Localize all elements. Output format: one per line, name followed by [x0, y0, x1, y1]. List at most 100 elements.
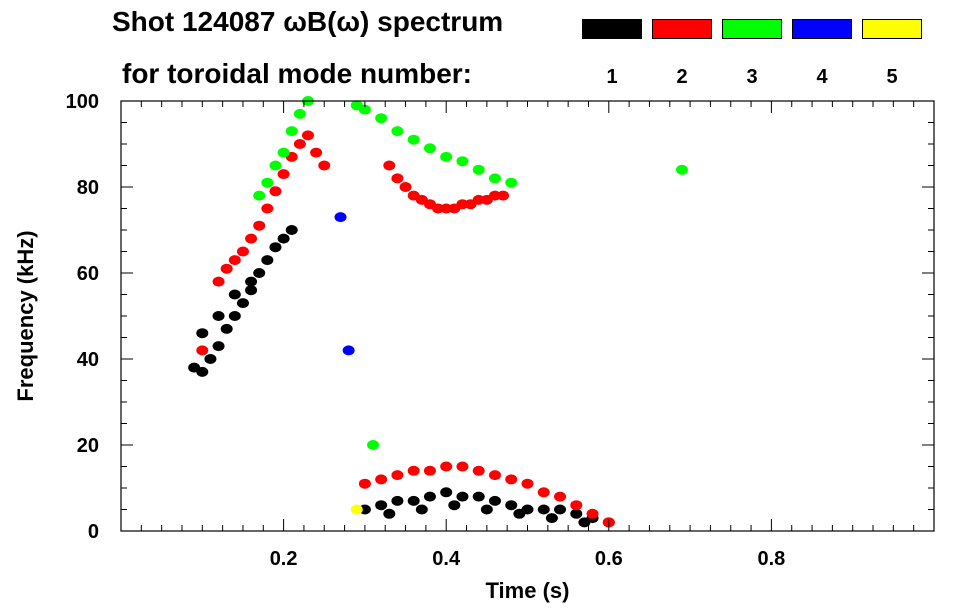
spectrum-point-mode-2 [196, 345, 209, 356]
spectrogram-marks [188, 96, 688, 528]
legend-swatch-mode-1 [582, 19, 642, 39]
spectrum-point-mode-2 [407, 465, 420, 476]
spectrum-point-mode-1 [448, 500, 461, 511]
chart-title: Shot 124087 ωB(ω) spectrum [112, 6, 504, 37]
spectrum-point-mode-3 [440, 151, 453, 162]
spectrum-point-mode-2 [423, 465, 436, 476]
legend-swatch-mode-4 [792, 19, 852, 39]
spectrum-point-mode-3 [505, 177, 518, 188]
spectrum-point-mode-3 [391, 126, 404, 137]
spectrum-point-mode-2 [269, 186, 282, 197]
spectrum-point-mode-2 [245, 233, 258, 244]
spectrum-point-mode-1 [423, 491, 436, 502]
spectrum-point-mode-1 [415, 504, 428, 515]
y-axis-label: Frequency (kHz) [13, 230, 38, 401]
spectrum-point-mode-3 [375, 113, 388, 124]
spectrum-point-mode-1 [383, 508, 396, 519]
spectrum-point-mode-2 [440, 461, 453, 472]
spectrum-point-mode-1 [440, 487, 453, 498]
spectrum-point-mode-1 [488, 495, 501, 506]
spectrum-point-mode-1 [472, 491, 485, 502]
spectrum-point-mode-2 [261, 203, 274, 214]
spectrum-point-mode-1 [545, 513, 558, 524]
spectrum-point-mode-3 [367, 440, 380, 450]
spectrum-point-mode-1 [480, 504, 493, 515]
spectrum-point-mode-1 [212, 341, 225, 352]
y-tick-label: 0 [88, 521, 99, 543]
spectrum-point-mode-2 [399, 182, 412, 192]
spectrum-point-mode-1 [228, 311, 241, 321]
y-tick-label: 60 [77, 263, 99, 285]
spectrum-point-mode-3 [285, 126, 298, 137]
spectrum-point-mode-1 [537, 504, 550, 515]
spectrum-point-mode-2 [391, 173, 404, 184]
spectrum-point-mode-1 [261, 255, 274, 266]
spectrum-point-mode-1 [513, 508, 526, 519]
spectrum-point-mode-3 [472, 164, 485, 175]
spectrum-point-mode-3 [261, 177, 274, 188]
spectrum-point-mode-2 [521, 478, 534, 489]
spectrum-point-mode-2 [537, 487, 550, 498]
spectrum-point-mode-1 [554, 504, 567, 515]
spectrum-point-mode-2 [570, 500, 583, 511]
y-tick-label: 100 [66, 91, 99, 113]
spectrum-point-mode-2 [488, 470, 501, 481]
spectrum-point-mode-2 [497, 190, 510, 201]
y-tick-label: 80 [77, 177, 99, 199]
spectrum-point-mode-3 [456, 156, 469, 167]
spectrum-point-mode-2 [554, 491, 567, 502]
spectrum-point-mode-1 [212, 311, 225, 321]
axis-ticks: 0 20 40 60 80 100 0.2 0.4 0.6 0.8 [66, 91, 934, 570]
spectrum-point-mode-2 [456, 461, 469, 472]
spectrum-point-mode-1 [391, 495, 404, 506]
spectrum-point-mode-2 [318, 160, 331, 171]
spectrum-point-mode-3 [407, 134, 420, 145]
legend-swatch-mode-5 [862, 19, 922, 39]
y-tick-label: 20 [77, 435, 99, 457]
spectrum-point-mode-3 [358, 104, 371, 115]
spectrum-point-mode-3 [675, 164, 688, 175]
spectrum-point-mode-1 [505, 500, 518, 511]
x-axis-label: Time (s) [486, 578, 570, 603]
spectrum-point-mode-4 [334, 212, 347, 223]
x-tick-label: 0.2 [270, 548, 298, 570]
spectrum-point-mode-2 [472, 465, 485, 476]
x-tick-label: 0.4 [432, 548, 461, 570]
spectrum-point-mode-2 [586, 508, 599, 519]
spectrum-point-mode-3 [277, 147, 290, 158]
legend-label-mode-4: 4 [816, 66, 828, 88]
spectrum-point-mode-1 [407, 495, 420, 506]
spectrum-point-mode-1 [236, 298, 249, 309]
spectrum-point-mode-3 [423, 143, 436, 154]
spectrum-point-mode-1 [253, 268, 266, 278]
spectrum-point-mode-1 [570, 508, 583, 519]
spectrum-point-mode-1 [245, 285, 258, 296]
spectrum-point-mode-1 [220, 323, 233, 334]
x-tick-label: 0.6 [595, 548, 623, 570]
legend-label-mode-2: 2 [676, 66, 688, 88]
spectrum-point-mode-2 [375, 474, 388, 485]
legend-label-mode-5: 5 [886, 66, 898, 88]
spectrum-point-mode-1 [578, 517, 591, 528]
spectrum-point-mode-3 [253, 190, 266, 201]
spectrum-point-mode-2 [310, 147, 323, 158]
spectrum-point-mode-1 [456, 491, 469, 502]
legend-swatch-mode-3 [722, 19, 782, 39]
spectrum-point-mode-2 [391, 470, 404, 481]
spectrum-point-mode-1 [269, 242, 282, 253]
spectrum-point-mode-1 [277, 233, 290, 244]
spectrum-point-mode-2 [228, 255, 241, 266]
legend-label-mode-3: 3 [746, 66, 758, 88]
spectrum-point-mode-1 [204, 354, 217, 364]
spectrum-point-mode-5 [350, 504, 363, 515]
spectrum-point-mode-2 [293, 139, 306, 149]
spectrum-point-mode-1 [196, 328, 209, 339]
plot-frame [120, 100, 935, 532]
spectrum-point-mode-2 [253, 220, 266, 231]
spectrum-point-mode-2 [301, 130, 314, 141]
spectrum-point-mode-1 [196, 366, 209, 377]
spectrum-point-mode-3 [488, 173, 501, 184]
spectrum-point-mode-2 [212, 276, 225, 287]
spectrum-point-mode-3 [293, 108, 306, 119]
